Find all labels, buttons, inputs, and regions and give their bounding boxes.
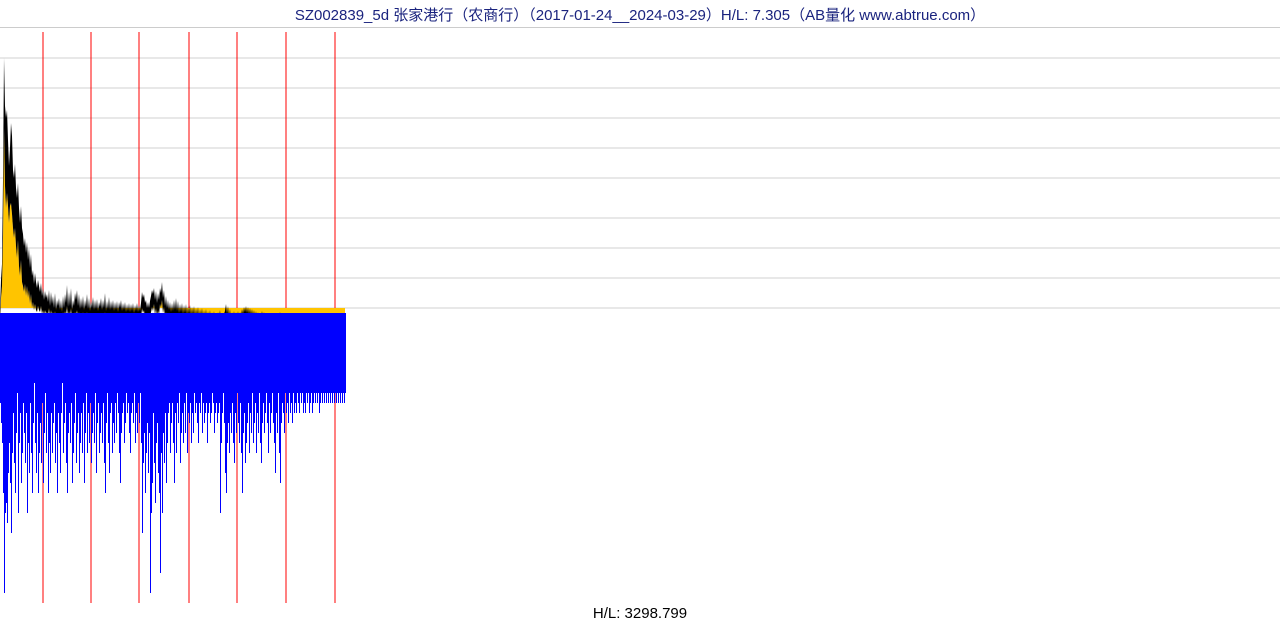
bottom-ratio-label: H/L: 3298.799 — [0, 603, 1280, 622]
price-chart — [0, 27, 1280, 313]
chart-title: SZ002839_5d 张家港行（农商行）（2017-01-24__2024-0… — [0, 0, 1280, 27]
volume-chart — [0, 313, 1280, 603]
